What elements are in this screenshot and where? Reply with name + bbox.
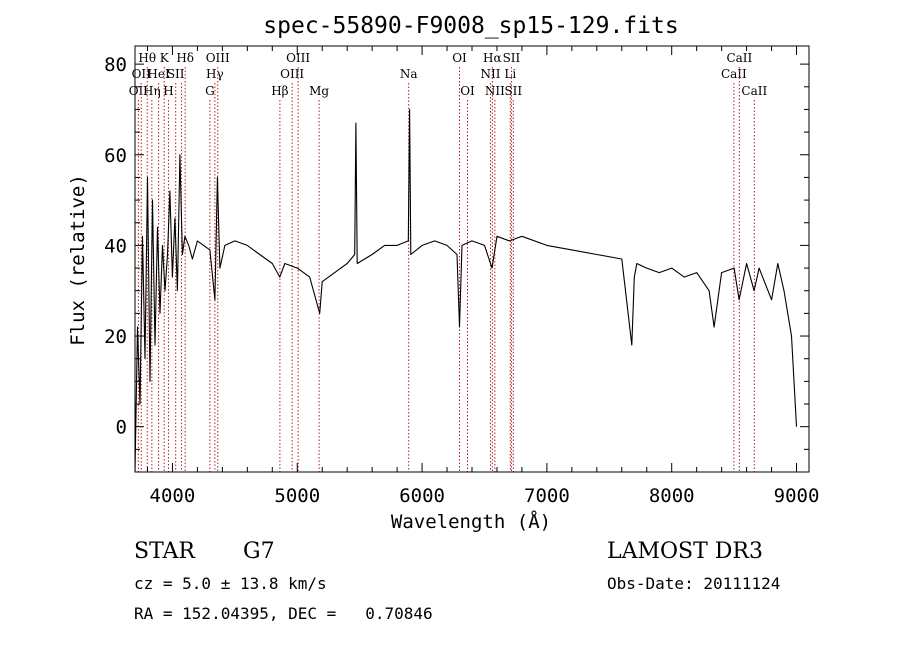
survey-name: LAMOST DR3 <box>607 539 763 564</box>
coordinates: RA = 152.04395, DEC = 0.70846 <box>134 604 433 623</box>
line-label-9: Hδ <box>176 51 194 65</box>
series-group <box>134 108 798 473</box>
x-tick-label-4: 8000 <box>649 485 695 507</box>
x-axis-ticks: 4000 5000 6000 7000 8000 9000 <box>146 46 820 507</box>
line-label-18: OI <box>452 51 467 65</box>
x-tick-label-5: 9000 <box>774 485 820 507</box>
line-label-25: SII <box>504 84 522 98</box>
y-axis-label: Flux (relative) <box>67 174 89 346</box>
chart-title: spec-55890-F9008_sp15-129.fits <box>263 13 678 39</box>
y-axis-ticks: 0 20 40 60 80 <box>104 54 809 450</box>
line-label-5: K <box>160 51 170 65</box>
object-class: STAR <box>134 539 195 564</box>
x-tick-label-3: 7000 <box>524 485 570 507</box>
line-label-24: SII <box>503 51 521 65</box>
line-label-23: Li <box>504 67 516 81</box>
line-label-15: OIII <box>286 51 310 65</box>
line-label-6: H <box>163 84 173 98</box>
plot-frame <box>134 45 810 473</box>
line-label-27: CaII <box>726 51 752 65</box>
line-label-19: OI <box>460 84 475 98</box>
line-label-28: CaII <box>741 84 767 98</box>
line-label-1: OII <box>132 67 152 81</box>
observation-date: Obs-Date: 20111124 <box>607 574 781 593</box>
line-label-10: G <box>205 84 215 98</box>
line-label-14: OIII <box>280 67 304 81</box>
emission-line-markers: OIIOIIHθHηHeIKHSIIHδGHγOIIIHβOIIIOIIIMgN… <box>129 51 767 472</box>
y-tick-label-0: 0 <box>116 417 127 439</box>
line-label-20: NII <box>480 67 500 81</box>
line-label-7: SII <box>167 67 185 81</box>
line-label-13: Hβ <box>271 84 288 98</box>
line-label-26: CaII <box>721 67 747 81</box>
line-label-2: Hθ <box>138 51 156 65</box>
line-label-12: OIII <box>206 51 230 65</box>
spectral-subclass: G7 <box>243 539 275 564</box>
line-label-3: Hη <box>143 84 161 98</box>
line-label-17: Na <box>400 67 418 81</box>
x-axis-label: Wavelength (Å) <box>391 510 551 533</box>
line-label-11: Hγ <box>206 67 224 81</box>
y-tick-label-3: 60 <box>104 145 127 167</box>
line-label-16: Mg <box>309 84 329 98</box>
series-flux-line <box>134 108 798 473</box>
redshift-velocity: cz = 5.0 ± 13.8 km/s <box>134 574 327 593</box>
x-tick-label-0: 4000 <box>150 485 196 507</box>
y-tick-label-2: 40 <box>104 235 127 257</box>
y-tick-label-4: 80 <box>104 54 127 76</box>
line-label-22: NII <box>485 84 505 98</box>
line-label-0: OII <box>129 84 149 98</box>
x-tick-label-1: 5000 <box>274 485 320 507</box>
y-tick-label-1: 20 <box>104 326 127 348</box>
line-label-21: Hα <box>483 51 502 65</box>
x-tick-label-2: 6000 <box>399 485 445 507</box>
